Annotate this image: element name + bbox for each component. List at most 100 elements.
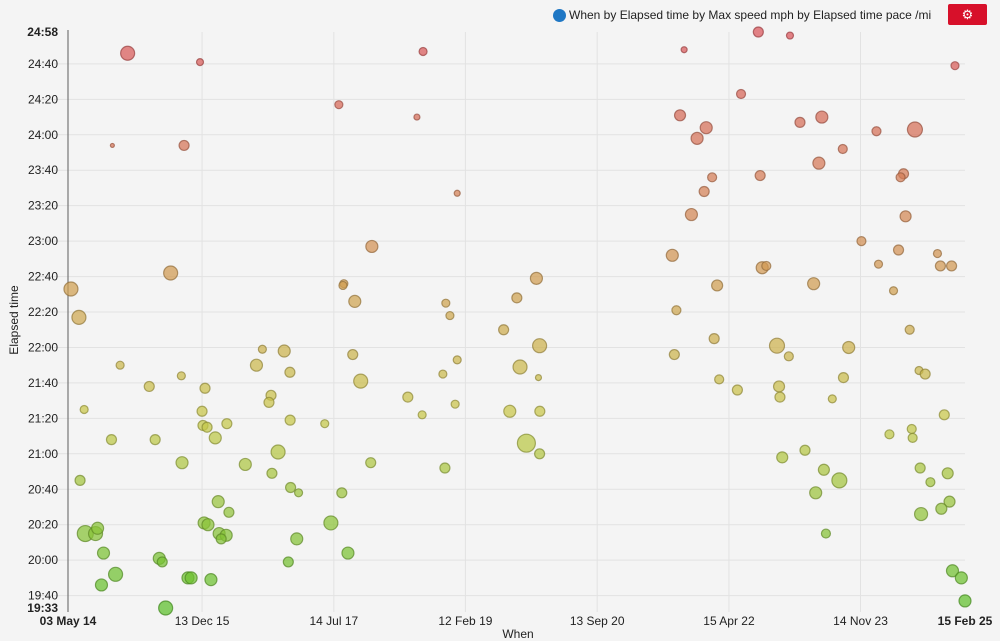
data-point[interactable] [143, 380, 155, 393]
data-point[interactable] [365, 239, 379, 254]
data-point[interactable] [534, 405, 546, 417]
data-point[interactable] [402, 391, 414, 403]
data-point[interactable] [785, 31, 795, 40]
data-point[interactable] [856, 236, 867, 247]
data-point[interactable] [815, 110, 829, 124]
data-point[interactable] [221, 418, 233, 430]
data-point[interactable] [842, 340, 856, 355]
data-point[interactable] [338, 280, 348, 291]
data-point[interactable] [512, 359, 528, 375]
data-point[interactable] [238, 457, 252, 472]
data-point[interactable] [671, 305, 682, 316]
data-point[interactable] [943, 495, 956, 508]
data-point[interactable] [799, 444, 811, 456]
data-point[interactable] [90, 521, 105, 535]
data-point[interactable] [907, 432, 918, 443]
data-point[interactable] [293, 488, 304, 498]
data-point[interactable] [714, 374, 725, 385]
data-point[interactable] [711, 279, 724, 292]
data-point[interactable] [699, 121, 713, 135]
data-point[interactable] [820, 528, 832, 539]
data-point[interactable] [873, 259, 884, 269]
data-point[interactable] [158, 600, 174, 616]
data-point[interactable] [941, 467, 954, 480]
data-point[interactable] [290, 532, 304, 546]
data-point[interactable] [204, 573, 218, 587]
data-point[interactable] [445, 310, 455, 321]
data-point[interactable] [438, 369, 448, 379]
data-point[interactable] [109, 142, 115, 149]
data-point[interactable] [208, 431, 222, 445]
data-point[interactable] [534, 374, 543, 382]
data-point[interactable] [958, 594, 972, 608]
data-point[interactable] [79, 404, 89, 415]
data-point[interactable] [919, 368, 931, 380]
data-point[interactable] [115, 360, 125, 370]
data-point[interactable] [945, 260, 958, 272]
data-point[interactable] [107, 566, 124, 582]
data-point[interactable] [532, 338, 548, 354]
data-point[interactable] [665, 248, 679, 262]
data-point[interactable] [184, 571, 198, 585]
data-point[interactable] [837, 372, 850, 384]
data-point[interactable] [906, 121, 924, 138]
data-point[interactable] [439, 462, 451, 474]
data-point[interactable] [913, 506, 929, 522]
data-point[interactable] [348, 294, 362, 308]
data-point[interactable] [341, 546, 355, 560]
data-point[interactable] [817, 463, 830, 476]
data-point[interactable] [503, 404, 517, 418]
data-point[interactable] [827, 394, 837, 404]
data-point[interactable] [450, 399, 460, 409]
data-point[interactable] [945, 564, 960, 578]
data-point[interactable] [149, 434, 161, 446]
data-point[interactable] [94, 578, 109, 592]
data-point[interactable] [176, 371, 186, 381]
data-point[interactable] [320, 419, 330, 429]
data-point[interactable] [892, 244, 905, 256]
data-point[interactable] [347, 348, 359, 361]
data-point[interactable] [774, 391, 786, 403]
data-point[interactable] [698, 185, 710, 198]
data-point[interactable] [807, 277, 821, 291]
data-point[interactable] [783, 351, 794, 362]
data-point[interactable] [282, 556, 294, 568]
data-point[interactable] [96, 546, 111, 560]
data-point[interactable] [323, 515, 339, 531]
data-point[interactable] [284, 481, 297, 494]
data-point[interactable] [772, 380, 786, 393]
data-point[interactable] [884, 429, 895, 440]
data-point[interactable] [934, 260, 947, 272]
legend[interactable]: When by Elapsed time by Max speed mph by… [553, 8, 931, 22]
data-point[interactable] [752, 26, 764, 38]
data-point[interactable] [812, 156, 826, 170]
data-point[interactable] [201, 518, 215, 532]
data-point[interactable] [195, 58, 205, 67]
data-point[interactable] [178, 139, 190, 152]
data-point[interactable] [257, 344, 267, 354]
data-point[interactable] [954, 571, 968, 585]
data-point[interactable] [754, 169, 766, 182]
data-point[interactable] [156, 556, 168, 568]
data-point[interactable] [529, 271, 544, 285]
data-point[interactable] [441, 298, 451, 308]
data-point[interactable] [684, 207, 699, 222]
data-point[interactable] [453, 189, 461, 197]
data-point[interactable] [334, 100, 344, 110]
data-point[interactable] [673, 109, 687, 122]
data-point[interactable] [914, 462, 926, 474]
data-point[interactable] [511, 292, 523, 304]
data-point[interactable] [516, 433, 537, 453]
data-point[interactable] [223, 506, 235, 518]
data-point[interactable] [925, 477, 936, 488]
data-point[interactable] [284, 366, 296, 378]
data-point[interactable] [266, 467, 278, 479]
data-point[interactable] [498, 324, 510, 336]
data-point[interactable] [199, 382, 211, 394]
data-point[interactable] [263, 396, 275, 409]
data-point[interactable] [668, 348, 680, 361]
data-point[interactable] [932, 248, 943, 259]
data-point[interactable] [201, 421, 213, 433]
data-point[interactable] [831, 472, 848, 489]
data-point[interactable] [215, 533, 227, 545]
